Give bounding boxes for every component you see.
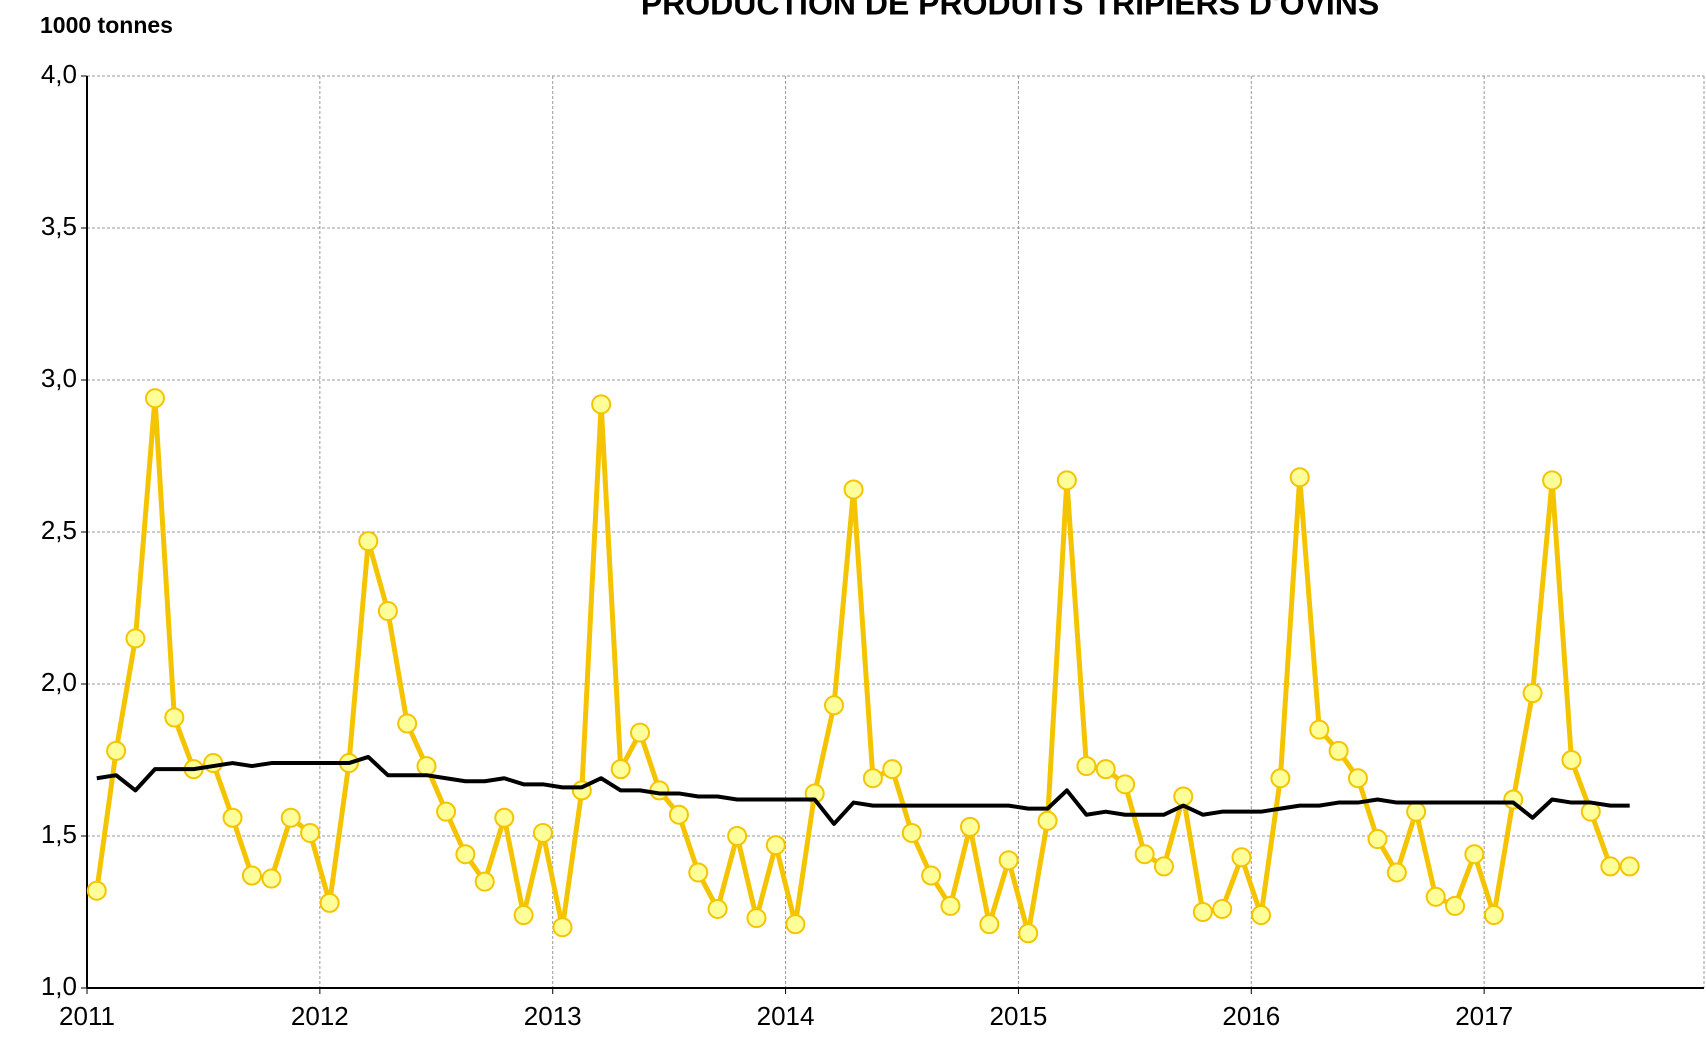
y-tick-label: 3,0 <box>41 363 77 393</box>
chart-title: PRODUCTION DE PRODUITS TRIPIERS D'OVINS <box>641 0 1379 21</box>
point <box>1619 856 1640 877</box>
x-tick-label: 2016 <box>1222 1001 1280 1031</box>
point <box>979 914 1000 935</box>
point <box>358 531 379 552</box>
point <box>1406 801 1427 822</box>
point <box>688 862 709 883</box>
point <box>765 835 786 856</box>
point <box>940 895 961 916</box>
y-tick-label: 4,0 <box>41 59 77 89</box>
y-tick-label: 1,0 <box>41 971 77 1001</box>
point <box>416 756 437 777</box>
point <box>1445 895 1466 916</box>
point <box>1522 683 1543 704</box>
point <box>203 753 224 774</box>
series-line <box>96 754 1630 826</box>
point <box>1542 470 1563 491</box>
point <box>1367 829 1388 850</box>
point <box>591 394 612 415</box>
point <box>319 892 340 913</box>
point <box>1328 740 1349 761</box>
point <box>1483 905 1504 926</box>
point <box>241 865 262 886</box>
point <box>1386 862 1407 883</box>
point <box>455 844 476 865</box>
point <box>1192 902 1213 922</box>
point <box>882 759 903 780</box>
y-tick-label: 2,5 <box>41 515 77 545</box>
y-tick-label: 1,5 <box>41 819 77 849</box>
point <box>1600 856 1621 877</box>
point <box>532 822 553 843</box>
point <box>843 479 864 500</box>
point <box>1270 768 1291 789</box>
point <box>824 695 845 716</box>
point <box>86 880 107 901</box>
point <box>1076 756 1097 777</box>
x-tick-label: 2013 <box>524 1001 582 1031</box>
y-axis-label: 1000 tonnes <box>40 12 173 38</box>
point <box>1425 886 1446 907</box>
point <box>1251 905 1272 926</box>
y-tick-label: 2,0 <box>41 667 77 697</box>
point <box>1309 719 1330 740</box>
point <box>474 871 495 892</box>
point <box>862 768 883 789</box>
point <box>1153 856 1174 877</box>
point <box>1212 898 1233 919</box>
x-tick-label: 2014 <box>757 1001 815 1031</box>
point <box>513 905 534 926</box>
point <box>222 807 243 828</box>
point <box>1173 786 1194 807</box>
point <box>1231 847 1252 868</box>
point <box>106 740 127 761</box>
point <box>125 628 146 649</box>
point <box>1018 923 1039 944</box>
point <box>280 807 301 828</box>
point <box>785 914 806 935</box>
point <box>998 850 1019 871</box>
point <box>901 822 922 843</box>
point <box>300 822 321 843</box>
point <box>397 713 418 734</box>
point <box>1037 810 1058 831</box>
point <box>436 801 457 822</box>
point <box>630 722 651 743</box>
point <box>1347 768 1368 789</box>
point <box>164 707 185 728</box>
point <box>1115 774 1136 795</box>
point <box>1464 844 1485 865</box>
point <box>746 908 767 929</box>
x-tick-label: 2011 <box>59 1001 115 1031</box>
point <box>668 804 689 825</box>
point <box>1134 844 1155 865</box>
point <box>727 826 748 846</box>
point <box>1095 759 1116 780</box>
point <box>1289 467 1310 488</box>
point <box>494 807 515 828</box>
point <box>552 917 573 938</box>
point <box>921 865 942 886</box>
point <box>377 601 398 622</box>
series-line <box>94 395 1630 936</box>
point <box>144 388 165 409</box>
point <box>1561 750 1582 770</box>
point <box>261 868 282 889</box>
y-tick-label: 3,5 <box>41 211 77 241</box>
point <box>707 898 728 919</box>
point <box>649 780 670 801</box>
point <box>1056 470 1077 491</box>
x-tick-label: 2017 <box>1455 1001 1513 1031</box>
x-tick-label: 2012 <box>291 1001 349 1031</box>
x-tick-label: 2015 <box>990 1001 1048 1031</box>
point <box>610 759 631 780</box>
point <box>959 816 980 837</box>
